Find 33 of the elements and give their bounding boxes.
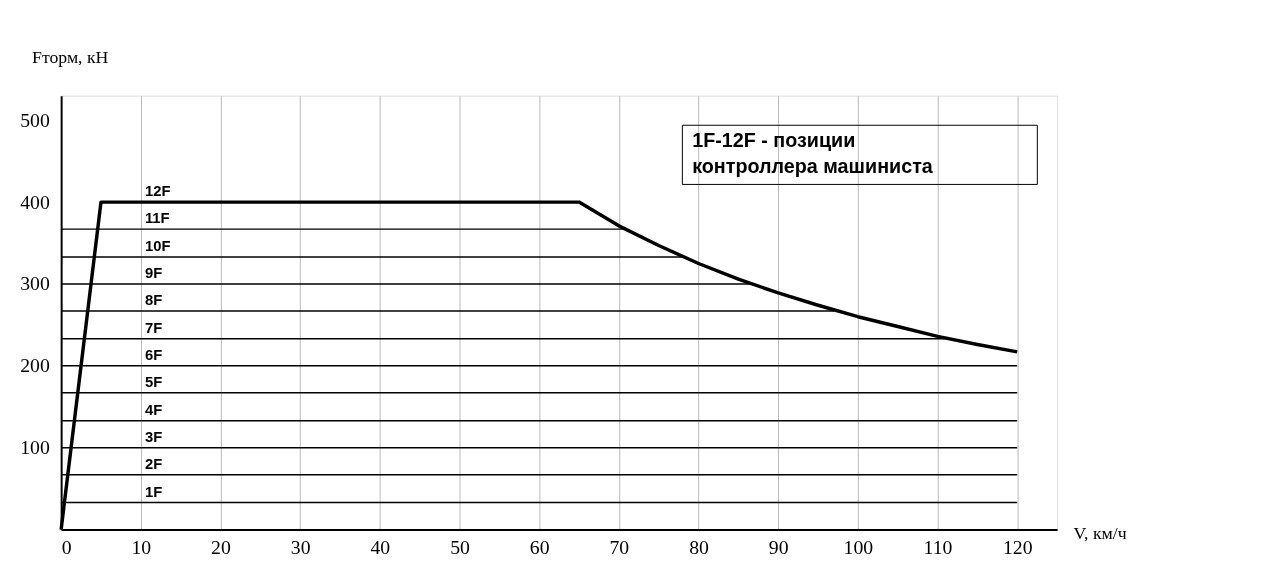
y-tick-label: 200: [20, 354, 50, 377]
x-tick-label: 50: [450, 535, 470, 558]
series-label: 7F: [144, 319, 163, 336]
x-tick-label: 90: [768, 535, 789, 558]
x-tick-label: 30: [290, 535, 311, 558]
x-tick-label: 110: [923, 535, 953, 558]
y-tick-label: 500: [20, 108, 50, 131]
x-tick-label: 60: [529, 535, 550, 558]
series-label: 10F: [144, 238, 171, 255]
series-label: 3F: [144, 428, 163, 445]
x-tick-label: 120: [1002, 535, 1033, 558]
series-label: 1F: [144, 483, 163, 500]
y-tick-label: 400: [20, 190, 50, 213]
series-label: 4F: [144, 401, 163, 418]
series-label: 6F: [144, 346, 163, 363]
x-tick-label: 0: [61, 535, 72, 558]
series-label: 2F: [144, 455, 163, 472]
x-tick-label: 80: [689, 535, 710, 558]
x-tick-label: 40: [370, 535, 391, 558]
x-axis-title: V, км/ч: [1073, 522, 1127, 543]
x-tick-label: 70: [609, 535, 630, 558]
y-tick-label: 300: [20, 272, 50, 295]
series-label: 12F: [144, 183, 171, 200]
x-tick-label: 10: [131, 535, 152, 558]
x-tick-label: 20: [211, 535, 231, 558]
series-label: 9F: [144, 265, 163, 282]
series-label: 8F: [144, 292, 163, 309]
y-axis-title: Fторм, кН: [32, 46, 109, 67]
x-tick-label: 100: [843, 535, 874, 558]
annotation: 1F-12F - позиции контроллера машиниста: [692, 128, 934, 177]
y-tick-label: 100: [20, 436, 50, 459]
series-label: 5F: [144, 373, 163, 390]
series-label: 11F: [144, 210, 170, 227]
